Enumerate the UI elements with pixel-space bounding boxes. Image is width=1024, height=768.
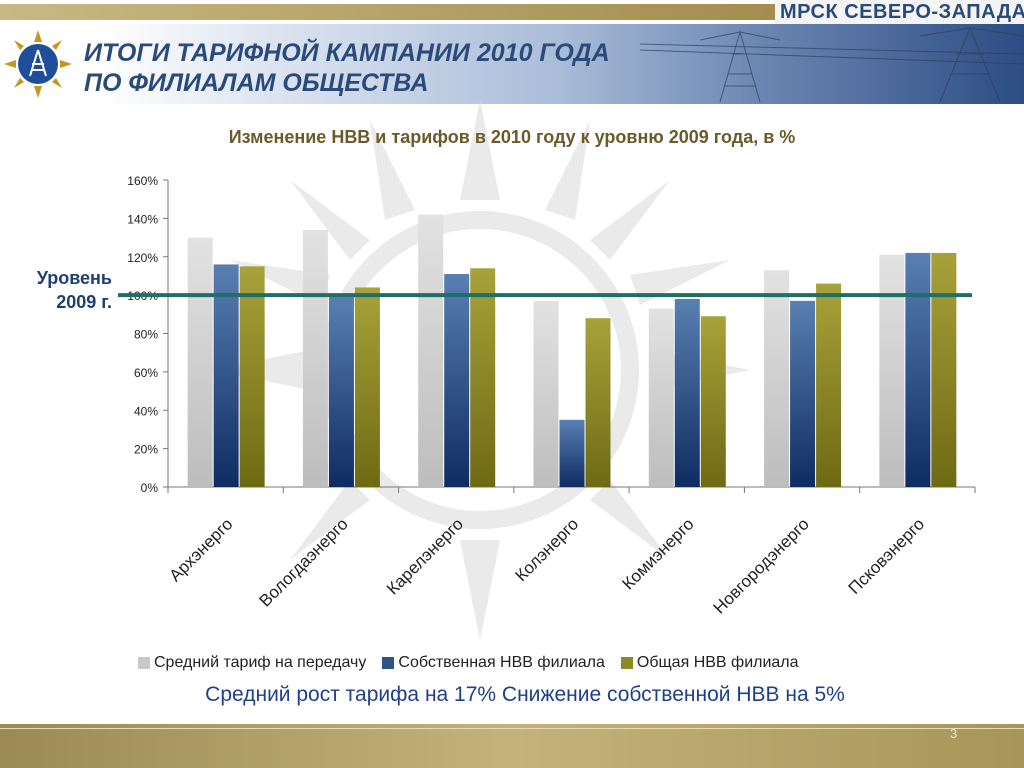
y-tick-label: 40% (134, 404, 158, 418)
x-tick-label: Вологдаэнерго (256, 514, 352, 610)
bar (418, 214, 444, 487)
bar-chart: 0%20%40%60%80%100%120%140%160%АрхэнергоВ… (118, 174, 976, 618)
legend-item-total-nvv: Общая НВВ филиала (620, 654, 799, 672)
y-tick-label: 140% (127, 212, 158, 226)
bar (213, 264, 239, 487)
reference-level-label: Уровень 2009 г. (8, 266, 112, 314)
summary-footnote: Средний рост тарифа на 17% Снижение собс… (205, 683, 845, 706)
y-tick-label: 80% (134, 328, 158, 342)
bar (187, 237, 213, 487)
legend-item-tariff: Средний тариф на передачу (138, 654, 366, 672)
legend-swatch-tariff (138, 657, 150, 669)
y-tick-label: 20% (134, 443, 158, 457)
bar (764, 270, 790, 487)
bar (470, 268, 496, 487)
brand-box (775, 0, 1024, 24)
x-tick-label: Архэнерго (166, 514, 237, 585)
bar (354, 287, 380, 487)
top-gold-stripe (0, 4, 775, 20)
bar (700, 316, 726, 487)
y-tick-label: 0% (141, 481, 159, 495)
chart-legend: Средний тариф на передачу Собственная НВ… (138, 654, 799, 672)
brand-name: МРСК СЕВЕРО-ЗАПАДА (780, 1, 1024, 23)
x-tick-label: Псковэнерго (845, 514, 929, 598)
legend-label-own-nvv: Собственная НВВ филиала (398, 654, 605, 671)
page-title-line-2: ПО ФИЛИАЛАМ ОБЩЕСТВА (84, 69, 429, 97)
chart-title: Изменение НВВ и тарифов в 2010 году к ур… (228, 127, 796, 147)
bar (444, 274, 470, 487)
legend-item-own-nvv: Собственная НВВ филиала (382, 654, 605, 672)
footer-bar (0, 724, 1024, 768)
bar (816, 283, 842, 487)
x-tick-label: Новгородэнерго (710, 514, 813, 617)
bar (905, 252, 931, 487)
y-tick-label: 160% (127, 174, 158, 188)
bar (879, 254, 905, 487)
bar (533, 300, 559, 487)
company-logo-icon (4, 30, 72, 98)
bar (328, 297, 354, 487)
legend-label-tariff: Средний тариф на передачу (154, 654, 367, 671)
bar (674, 298, 700, 487)
bar (585, 318, 611, 487)
page-title-line-1: ИТОГИ ТАРИФНОЙ КАМПАНИИ 2010 ГОДА (84, 39, 610, 67)
bar (648, 308, 674, 487)
page-title: ИТОГИ ТАРИФНОЙ КАМПАНИИ 2010 ГОДА ПО ФИЛ… (84, 38, 610, 98)
bar (931, 252, 957, 487)
x-tick-label: Комиэнерго (619, 514, 698, 593)
legend-swatch-total-nvv (620, 657, 633, 669)
reference-level-label-line-2: 2009 г. (56, 292, 112, 312)
legend-label-total-nvv: Общая НВВ филиала (636, 654, 799, 671)
power-towers-icon (640, 26, 1024, 103)
x-tick-label: Карелэнерго (383, 514, 467, 598)
footer-line (0, 728, 1024, 729)
reference-level-label-line-1: Уровень (36, 268, 112, 288)
bar (302, 229, 328, 487)
x-tick-label: Колэнерго (511, 514, 582, 585)
legend-swatch-own-nvv (382, 657, 395, 669)
bar (559, 419, 585, 487)
y-tick-label: 120% (127, 251, 158, 265)
top-bar: МРСК СЕВЕРО-ЗАПАДА (0, 0, 1024, 24)
page-number: 3 (950, 726, 958, 741)
bar (790, 300, 816, 487)
header-banner: ИТОГИ ТАРИФНОЙ КАМПАНИИ 2010 ГОДА ПО ФИЛ… (0, 24, 1024, 104)
bar (239, 266, 265, 487)
y-tick-label: 60% (134, 366, 158, 380)
